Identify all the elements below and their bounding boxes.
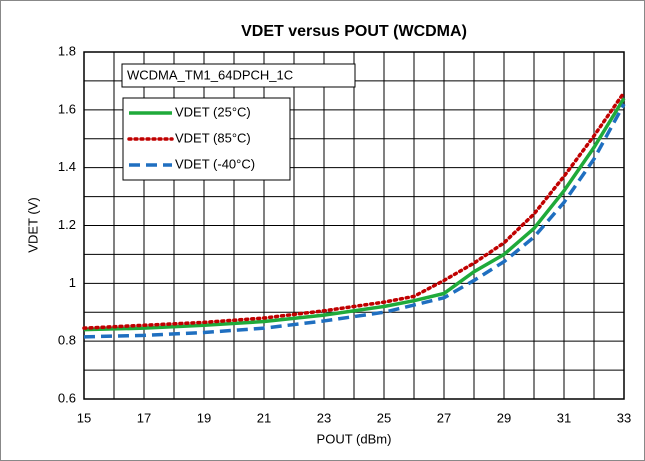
x-tick-label: 23 (317, 410, 331, 425)
y-tick-label: 1.4 (58, 159, 76, 174)
x-tick-label: 25 (377, 410, 391, 425)
series-line (83, 97, 626, 332)
y-axis-label: VDET (V) (25, 197, 40, 252)
y-tick-label: 1.8 (58, 43, 76, 58)
legend-label: VDET (25°C) (175, 104, 251, 119)
y-tick-label: 0.6 (58, 390, 76, 405)
y-tick-label: 1.6 (58, 101, 76, 116)
series-line (82, 90, 626, 330)
x-tick-label: 33 (617, 410, 631, 425)
x-tick-label: 21 (257, 410, 271, 425)
series-line (83, 103, 626, 339)
chart-title: VDET versus POUT (WCDMA) (241, 23, 467, 40)
x-tick-label: 15 (77, 410, 91, 425)
x-tick-label: 31 (557, 410, 571, 425)
legend-label: VDET (-40°C) (175, 156, 255, 171)
plot-frame (83, 51, 625, 400)
y-tick-label: 0.8 (58, 333, 76, 348)
x-tick-label: 29 (497, 410, 511, 425)
annotation: WCDMA_TM1_64DPCH_1C (127, 67, 293, 82)
x-tick-label: 17 (137, 410, 151, 425)
legend-label: VDET (85°C) (175, 130, 251, 145)
x-tick-label: 27 (437, 410, 451, 425)
y-tick-label: 1.2 (58, 217, 76, 232)
y-tick-label: 1 (69, 275, 76, 290)
x-axis-label: POUT (dBm) (317, 431, 392, 446)
annotation-box (121, 63, 356, 88)
x-tick-label: 19 (197, 410, 211, 425)
